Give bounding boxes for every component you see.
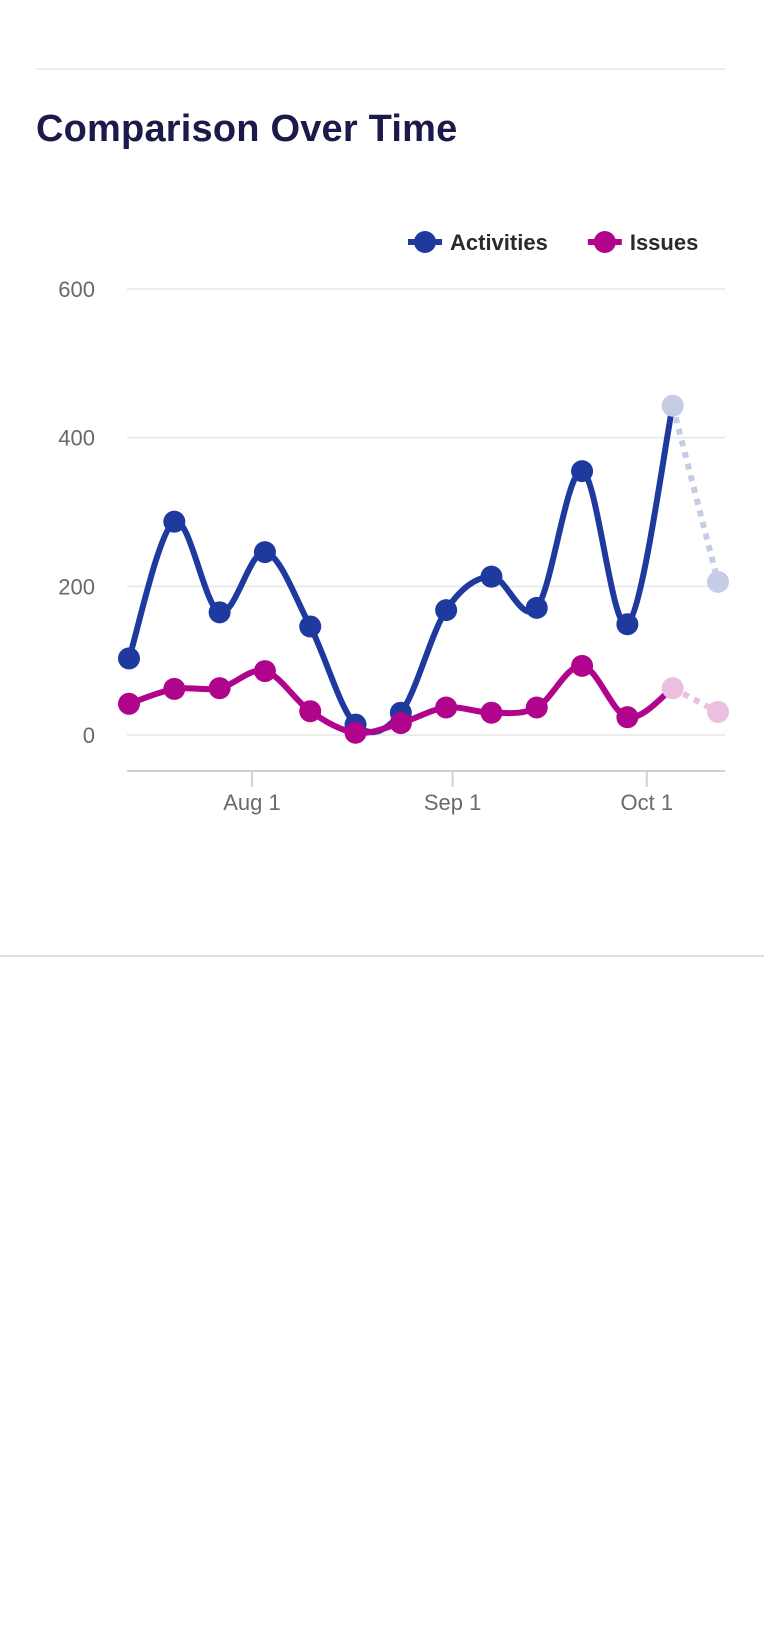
legend-label: Activities [450,230,548,255]
activities-point[interactable] [707,570,729,593]
activities-point[interactable] [118,647,140,670]
grid-layer: 0 200 400 600 [58,277,725,748]
issues-point[interactable] [571,654,594,677]
x-tick-label: Aug 1 [223,790,281,815]
issues-point[interactable] [253,660,276,683]
issues-point[interactable] [480,701,503,724]
issues-point[interactable] [163,677,186,700]
comparison-line-chart: 0 200 400 600 Aug 1 Sep 1 Oct 1 Activities Iss… [58,230,729,815]
issues-point[interactable] [118,692,140,715]
x-tick-label: Sep 1 [424,790,482,815]
legend: Activities Issues [408,230,698,255]
activities-point[interactable] [525,596,548,619]
series-layer [118,394,729,744]
activities-point[interactable] [480,565,503,588]
series-activities [118,394,729,736]
y-tick-label: 600 [58,277,95,302]
x-axis: Aug 1 Sep 1 Oct 1 [127,770,725,815]
issues-point[interactable] [661,677,684,700]
legend-item-issues[interactable]: Issues [587,230,699,255]
legend-swatch-dot [593,231,616,253]
issues-point[interactable] [435,696,458,719]
activities-point[interactable] [163,510,186,533]
activities-point[interactable] [299,615,322,638]
issues-point[interactable] [389,712,412,735]
x-tick-label: Oct 1 [621,790,674,815]
issues-point[interactable] [707,700,729,723]
chart-title: Comparison Over Time [36,108,458,150]
activities-projected-line [669,404,721,583]
activities-point[interactable] [208,601,231,624]
issues-point[interactable] [208,677,231,700]
activities-point[interactable] [616,613,639,636]
issues-point[interactable] [299,700,322,723]
activities-point[interactable] [661,394,684,417]
y-tick-label: 400 [58,426,95,451]
y-tick-label: 200 [58,574,95,599]
issues-point[interactable] [616,706,639,729]
activities-point[interactable] [253,541,276,564]
activities-point[interactable] [435,599,458,622]
activities-point[interactable] [571,460,594,483]
bottom-divider [0,955,764,957]
issues-point[interactable] [344,721,367,744]
legend-swatch-dot [414,231,436,253]
series-issues [118,654,729,744]
y-tick-label: 0 [83,723,95,748]
legend-item-activities[interactable]: Activities [408,230,548,255]
top-divider [36,68,725,70]
legend-label: Issues [630,230,699,255]
issues-point[interactable] [525,696,548,719]
